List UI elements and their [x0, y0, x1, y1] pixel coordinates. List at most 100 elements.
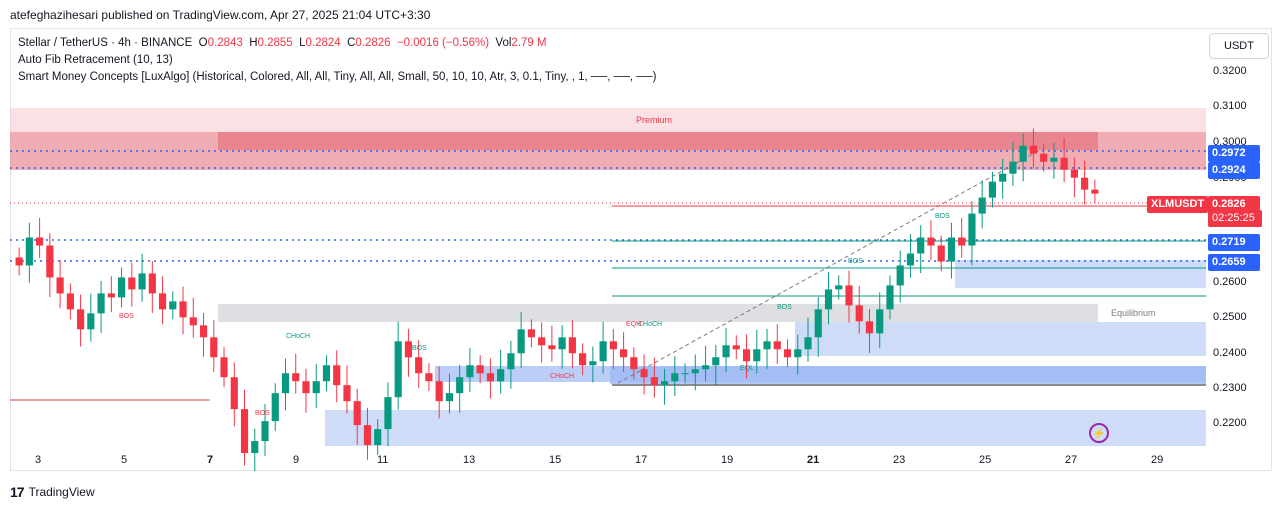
- time-tick: 13: [463, 454, 476, 466]
- eql-label: EQL: [740, 365, 754, 372]
- candle-body: [415, 357, 423, 374]
- candle-body: [599, 341, 607, 362]
- candle-body: [25, 237, 33, 266]
- indicator-smc[interactable]: Smart Money Concepts [LuxAlgo] (Historic…: [18, 71, 657, 83]
- candle-body: [404, 341, 413, 358]
- candle-body: [56, 277, 64, 294]
- replay-icon[interactable]: ⚡: [1089, 423, 1109, 443]
- time-tick: 7: [207, 454, 214, 466]
- candle-body: [1029, 145, 1037, 154]
- candle-body: [261, 421, 269, 442]
- candle-body: [333, 365, 341, 386]
- candle-body: [15, 257, 23, 266]
- open-label: O: [198, 37, 208, 49]
- candle-body: [251, 441, 259, 454]
- bos-label: BOS: [848, 258, 863, 265]
- candle-body: [548, 345, 556, 350]
- candle-body: [220, 357, 228, 378]
- candle-body: [835, 285, 843, 290]
- time-tick: 3: [35, 454, 42, 466]
- candle-body: [589, 361, 597, 366]
- time-tick: 9: [293, 454, 300, 466]
- candle-body: [947, 237, 956, 262]
- candle-body: [466, 365, 474, 378]
- candle-body: [292, 373, 300, 382]
- demand-block: [610, 366, 1206, 384]
- price-tick: 0.3100: [1213, 100, 1247, 112]
- candle-body: [117, 277, 126, 298]
- time-tick: 15: [549, 454, 562, 466]
- candle-body: [968, 213, 976, 246]
- chart-frame: [10, 28, 1272, 471]
- fib-trend-line: [617, 149, 1041, 384]
- candle-body: [77, 309, 85, 330]
- price-tick: 0.2300: [1213, 382, 1247, 394]
- candle-body: [814, 309, 822, 338]
- candle-body: [660, 381, 669, 386]
- candle-body: [148, 273, 156, 294]
- bos-label: BOS: [255, 410, 270, 417]
- candle-body: [128, 277, 136, 290]
- candle-body: [876, 309, 884, 334]
- candle-body: [394, 341, 402, 398]
- candle-body: [896, 265, 904, 286]
- candle-body: [66, 293, 74, 310]
- candle-body: [804, 337, 812, 350]
- price-tick: 0.3200: [1213, 65, 1247, 77]
- choch-label: CHoCH: [638, 321, 662, 328]
- candle-body: [527, 329, 535, 338]
- time-tick: 21: [807, 454, 820, 466]
- time-tick: 17: [635, 454, 648, 466]
- candle-body: [1060, 157, 1068, 170]
- candle-body: [701, 365, 710, 370]
- symbol-title[interactable]: Stellar / TetherUS · 4h · BINANCE: [18, 37, 193, 49]
- candle-body: [783, 349, 792, 358]
- candle-body: [978, 197, 986, 214]
- discount-zone: [325, 410, 1206, 446]
- candle-body: [999, 173, 1007, 182]
- candle-body: [650, 377, 658, 386]
- price-chart[interactable]: Premium Equilibrium BOS BOS BOS BOS BOS BOS CHoC…: [10, 28, 1272, 471]
- candle-body: [271, 393, 279, 422]
- candle-body: [906, 253, 915, 266]
- candle-body: [425, 373, 433, 382]
- candle-body: [107, 293, 115, 298]
- close-value: 0.2826: [355, 37, 391, 49]
- candle-body: [630, 357, 638, 370]
- low-label: L: [299, 37, 306, 49]
- candle-body: [97, 293, 105, 314]
- candle-body: [158, 293, 167, 310]
- candle-body: [517, 329, 525, 354]
- time-tick: 19: [721, 454, 734, 466]
- demand-block: [955, 260, 1206, 288]
- candle-body: [507, 353, 515, 370]
- fib-level-tag: 0.2924: [1208, 162, 1260, 179]
- candle-body: [742, 349, 751, 362]
- bos-label: BOS: [935, 213, 950, 220]
- time-tick: 27: [1065, 454, 1078, 466]
- candle-body: [1019, 145, 1027, 162]
- indicator-fib[interactable]: Auto Fib Retracement (10, 13): [18, 54, 173, 66]
- candle-body: [824, 289, 833, 310]
- candle-body: [568, 337, 576, 354]
- candle-body: [579, 353, 587, 366]
- candle-body: [87, 313, 95, 330]
- candle-body: [456, 377, 464, 394]
- symbol-tag: XLMUSDT: [1147, 196, 1209, 213]
- candle-body: [865, 321, 874, 334]
- fib-level-tag: 0.2659: [1208, 254, 1260, 271]
- choch-label: CHoCH: [286, 333, 310, 340]
- candle-body: [199, 325, 208, 338]
- candle-body: [538, 337, 546, 346]
- open-value: 0.2843: [207, 37, 243, 49]
- candle-body: [620, 349, 628, 358]
- fib-level-tag: 0.2972: [1208, 145, 1260, 162]
- chart-legend: Stellar / TetherUS · 4h · BINANCE O0.284…: [18, 35, 656, 86]
- currency-selector[interactable]: USDT: [1209, 33, 1269, 59]
- last-price-tag: 0.2826: [1208, 196, 1260, 213]
- tradingview-logo[interactable]: 17 TradingView: [10, 484, 95, 500]
- candle-body: [753, 349, 761, 362]
- candle-body: [230, 377, 238, 410]
- choch-label: CHoCH: [550, 373, 574, 380]
- candle-body: [476, 365, 484, 374]
